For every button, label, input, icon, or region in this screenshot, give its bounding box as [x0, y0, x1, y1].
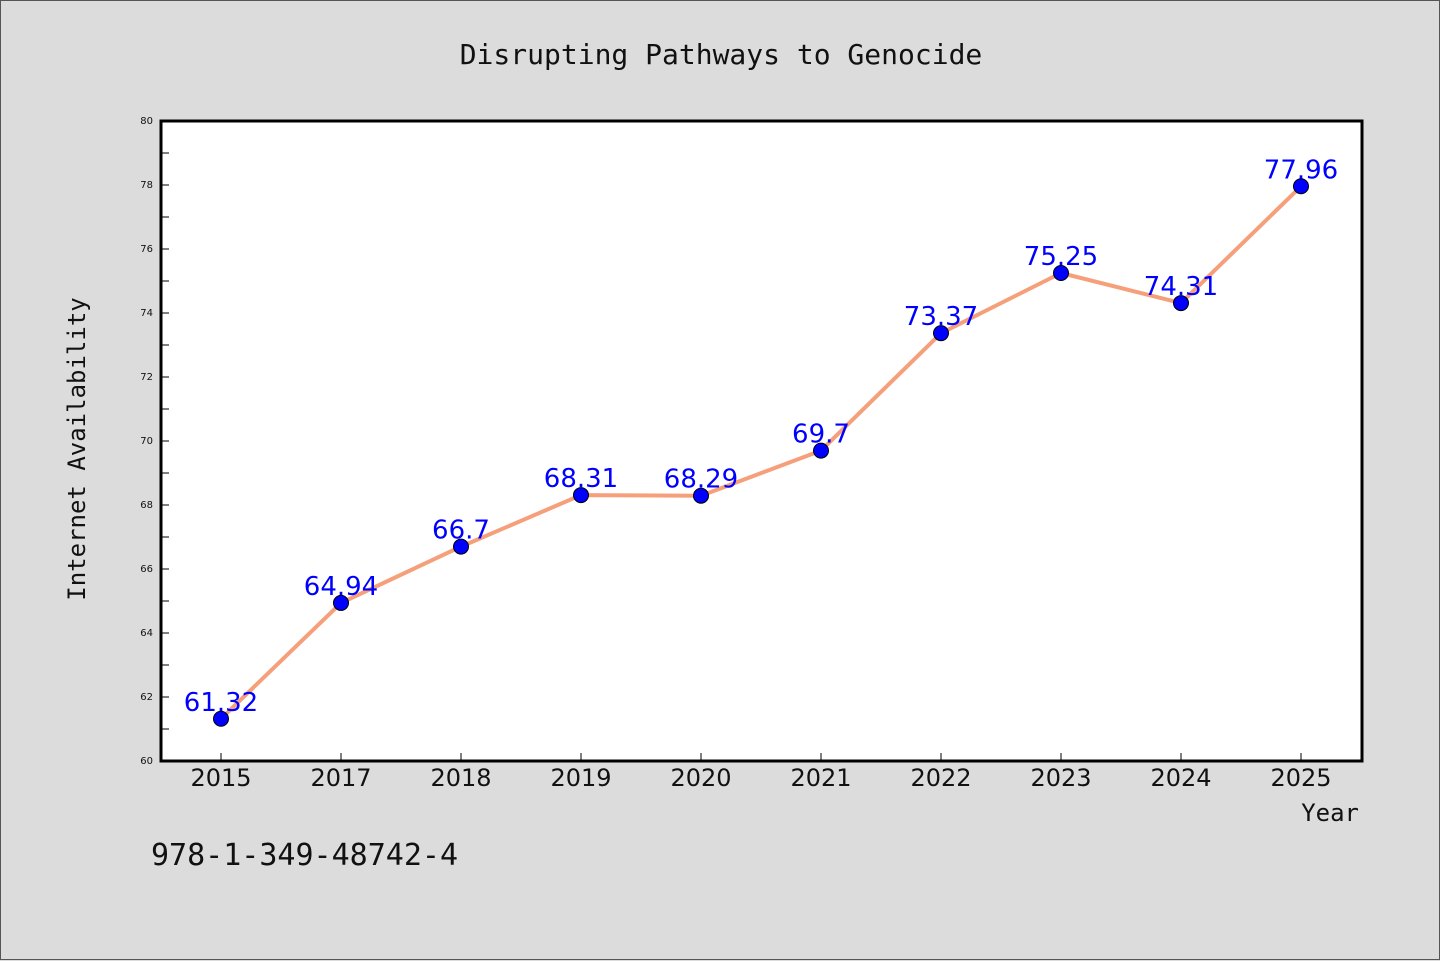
data-label-2020: 68.29 — [664, 465, 738, 495]
data-point-2022 — [933, 325, 949, 342]
data-labels: 61.32 64.94 66.7 68.31 68.29 69.7 73.37 75.25 74… — [184, 155, 1338, 717]
x-tick-label: 2017 — [310, 764, 371, 792]
data-point-2025 — [1293, 178, 1309, 195]
data-point-2020 — [693, 487, 709, 504]
y-axis: 60 62 64 66 68 70 72 74 76 78 80 — [140, 116, 169, 767]
data-label-2025: 77.96 — [1264, 155, 1338, 185]
data-point-2024 — [1173, 295, 1189, 312]
data-label-2021: 69.7 — [792, 420, 850, 450]
isbn-text: 978-1-349-48742-4 — [151, 838, 458, 873]
data-label-2019: 68.31 — [544, 464, 618, 494]
x-tick-label: 2021 — [790, 764, 851, 792]
y-tick-label: 74 — [140, 308, 153, 319]
series-group — [213, 178, 1309, 727]
x-axis-label: Year — [1301, 799, 1359, 827]
y-tick-label: 68 — [140, 500, 153, 511]
chart-title: Disrupting Pathways to Genocide — [460, 38, 983, 71]
y-tick-label: 64 — [140, 628, 153, 639]
data-label-2023: 75.25 — [1024, 242, 1098, 272]
x-tick-label: 2019 — [550, 764, 611, 792]
x-tick-label: 2022 — [910, 764, 971, 792]
y-tick-label: 80 — [140, 116, 153, 127]
data-label-2017: 64.94 — [304, 572, 378, 602]
data-label-2022: 73.37 — [904, 302, 978, 332]
y-tick-label: 66 — [140, 564, 153, 575]
data-point-2021 — [813, 442, 829, 459]
data-point-2015 — [213, 710, 229, 727]
y-tick-label: 60 — [140, 756, 153, 767]
x-tick-label: 2018 — [430, 764, 491, 792]
data-point-2017 — [333, 594, 349, 611]
y-tick-label: 62 — [140, 692, 153, 703]
y-axis-label: Internet Availability — [63, 297, 91, 600]
plot-area — [159, 119, 1364, 763]
x-tick-label: 2024 — [1150, 764, 1211, 792]
y-tick-label: 72 — [140, 372, 153, 383]
x-tick-label: 2020 — [670, 764, 731, 792]
x-tick-label: 2023 — [1030, 764, 1091, 792]
x-tick-label: 2015 — [190, 764, 251, 792]
data-label-2024: 74.31 — [1144, 272, 1218, 302]
data-label-2018: 66.7 — [432, 516, 490, 546]
data-point-2019 — [573, 487, 589, 504]
y-tick-label: 70 — [140, 436, 153, 447]
data-point-2023 — [1053, 265, 1069, 281]
x-axis: 2015 2017 2018 2019 2020 2021 2022 2023 2024 2025 — [190, 753, 1332, 792]
series-line — [219, 184, 1303, 721]
y-tick-label: 76 — [140, 244, 153, 255]
x-tick-label: 2025 — [1270, 764, 1331, 792]
data-label-2015: 61.32 — [184, 688, 258, 718]
y-tick-label: 78 — [140, 180, 153, 191]
data-point-2018 — [453, 538, 469, 555]
